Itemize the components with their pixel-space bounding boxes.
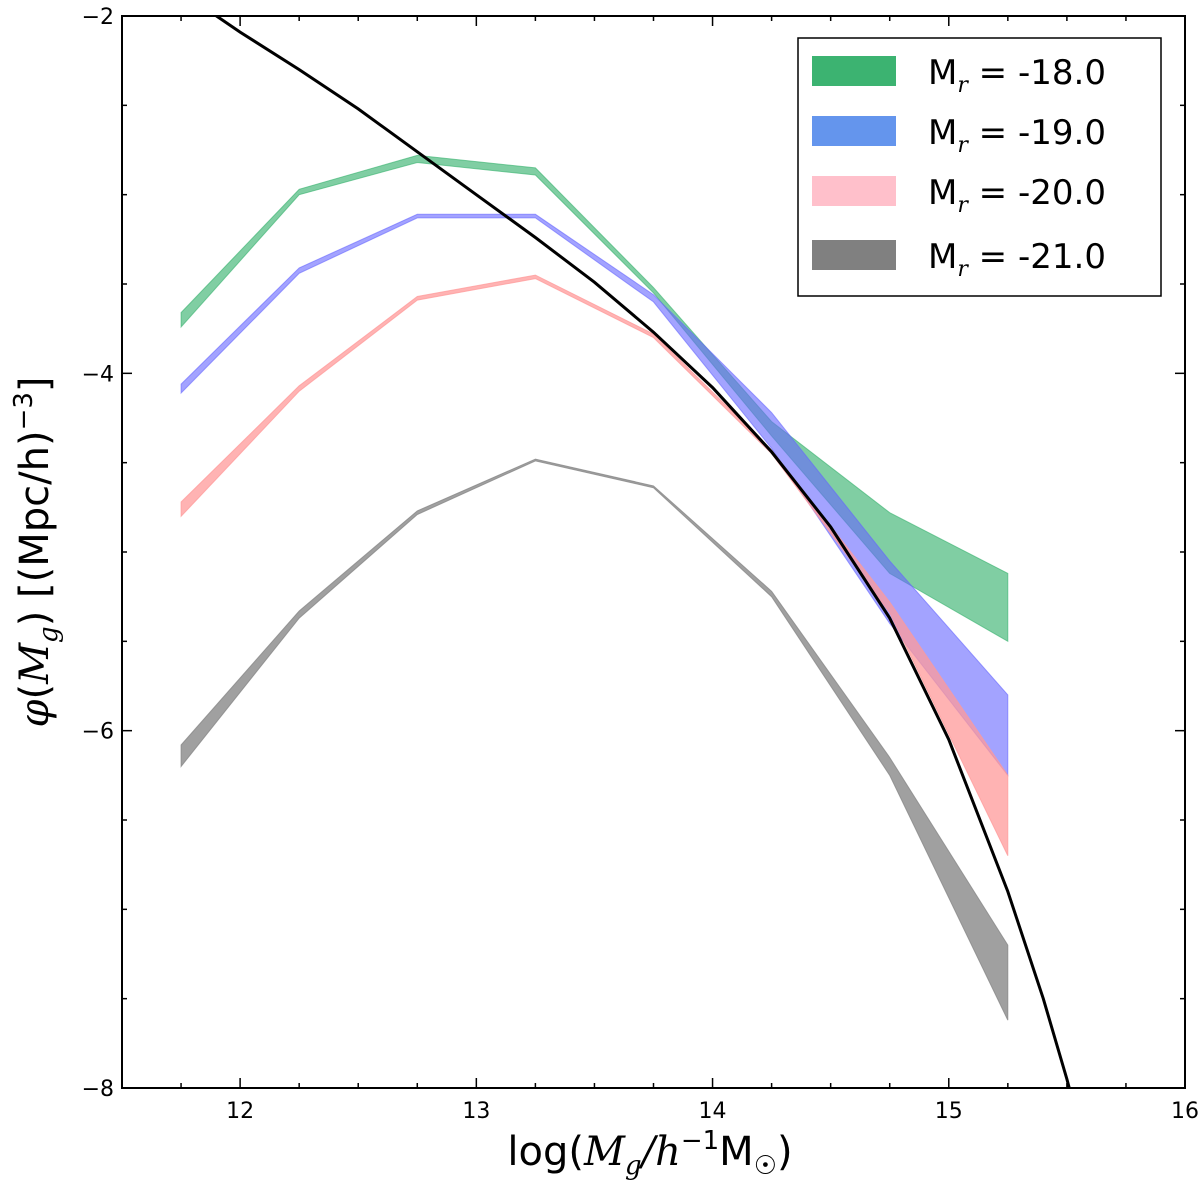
x-label-exp: −1 bbox=[681, 1126, 719, 1156]
bands-layer bbox=[180, 154, 1009, 1021]
legend-label-21-sub: r bbox=[957, 257, 969, 282]
x-label-post: ) bbox=[777, 1129, 793, 1175]
x-label-m: M bbox=[583, 1129, 626, 1175]
legend-label-19-rest: = -19.0 bbox=[968, 113, 1106, 153]
legend-swatch-19 bbox=[812, 116, 896, 146]
y-label-g: g bbox=[34, 626, 64, 643]
legend-label-19: Mr = -19.0 bbox=[928, 113, 1106, 158]
legend-label-20-sub: r bbox=[957, 193, 969, 218]
y-axis-label: φ(Mg) [(Mpc/h)−3] bbox=[9, 376, 64, 727]
legend-label-20: Mr = -20.0 bbox=[928, 173, 1106, 218]
x-tick-label: 14 bbox=[699, 1099, 727, 1124]
legend-label-18-m: M bbox=[928, 53, 957, 93]
model-curve-layer bbox=[213, 16, 1071, 1088]
legend-label-19-sub: r bbox=[957, 133, 969, 158]
band-series-0 bbox=[180, 154, 1009, 643]
legend-label-18-rest: = -18.0 bbox=[968, 53, 1106, 93]
legend-label-20-rest: = -20.0 bbox=[968, 173, 1106, 213]
x-tick-label: 13 bbox=[462, 1099, 490, 1124]
y-tick-label: −6 bbox=[82, 720, 114, 745]
x-label-sun: ☉ bbox=[754, 1151, 777, 1181]
legend-swatch-18 bbox=[812, 56, 896, 86]
x-axis-label: log(Mg/h−1M☉) bbox=[507, 1126, 792, 1181]
y-label-open: ( bbox=[12, 684, 58, 700]
legend-label-20-m: M bbox=[928, 173, 957, 213]
legend: Mr = -18.0 Mr = -19.0 Mr = -20.0 Mr = -2… bbox=[797, 37, 1162, 297]
y-tick-label: −4 bbox=[82, 362, 114, 387]
legend-label-18-sub: r bbox=[957, 73, 969, 98]
band-series-2 bbox=[180, 274, 1009, 856]
y-label-m: M bbox=[12, 642, 58, 685]
band-series-1 bbox=[180, 213, 1009, 777]
x-label-msun: M bbox=[719, 1129, 754, 1175]
y-tick-label: −2 bbox=[82, 5, 114, 30]
x-tick-label: 15 bbox=[935, 1099, 963, 1124]
y-tick-label: −8 bbox=[82, 1077, 114, 1102]
band-series-3 bbox=[180, 458, 1009, 1021]
tick-labels-layer: 12 13 14 15 16 −8 −6 −4 −2 bbox=[82, 5, 1199, 1124]
legend-label-21-rest: = -21.0 bbox=[968, 237, 1106, 277]
model-curve-line bbox=[213, 16, 1071, 1088]
x-label-g: g bbox=[625, 1151, 642, 1181]
y-label-close: ) bbox=[12, 611, 58, 627]
x-label-slash: /h bbox=[638, 1129, 681, 1175]
x-tick-label: 12 bbox=[226, 1099, 254, 1124]
x-label-pre: log( bbox=[507, 1129, 584, 1175]
legend-label-18: Mr = -18.0 bbox=[928, 53, 1106, 98]
legend-swatch-21 bbox=[812, 240, 896, 270]
ticks-layer bbox=[121, 15, 1186, 1089]
x-tick-label: 16 bbox=[1171, 1099, 1199, 1124]
legend-swatch-20 bbox=[812, 176, 896, 206]
legend-label-21: Mr = -21.0 bbox=[928, 237, 1106, 282]
legend-label-19-m: M bbox=[928, 113, 957, 153]
legend-label-21-m: M bbox=[928, 237, 957, 277]
y-label-exp: −3 bbox=[9, 392, 39, 430]
y-label-end: ] bbox=[12, 376, 58, 392]
y-label-phi: φ bbox=[12, 700, 58, 728]
y-label-unit: [(Mpc/h) bbox=[12, 430, 58, 610]
